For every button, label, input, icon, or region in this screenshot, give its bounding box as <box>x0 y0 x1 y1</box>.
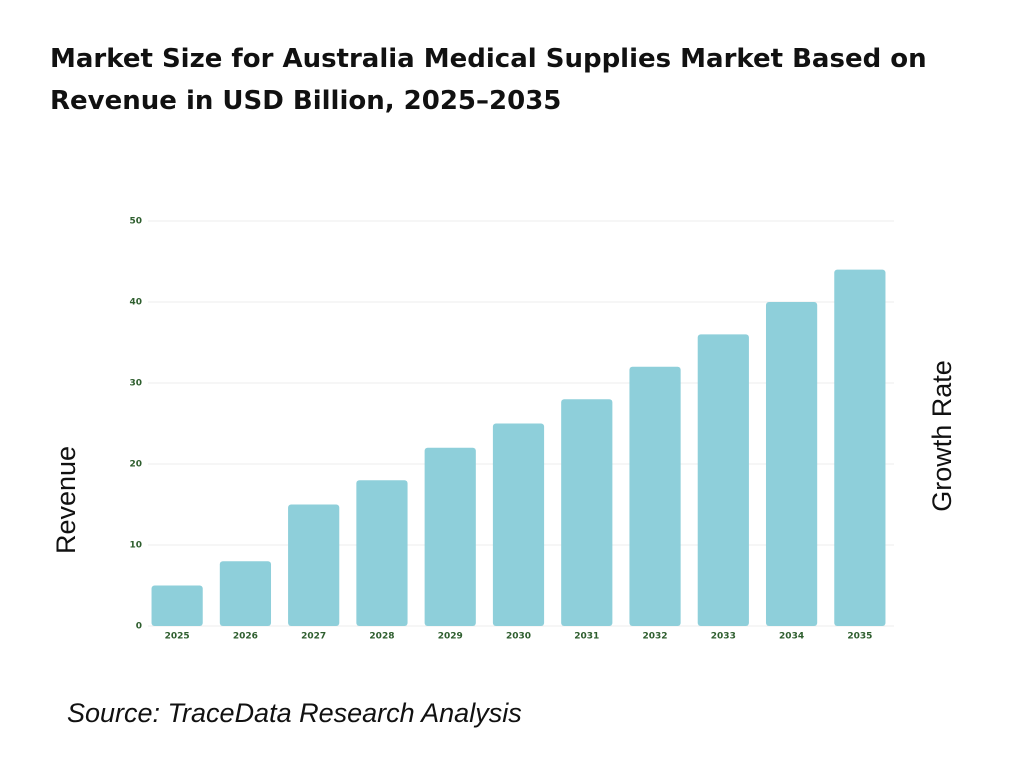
y-tick-label: 0 <box>136 622 142 632</box>
x-tick-label: 2030 <box>506 632 531 642</box>
bar <box>288 504 340 626</box>
chart-title: Market Size for Australia Medical Suppli… <box>50 44 927 116</box>
bar <box>765 302 818 626</box>
y2-axis-title: Growth Rate <box>927 360 957 512</box>
x-tick-label: 2035 <box>847 632 872 642</box>
x-tick-label: 2027 <box>301 632 326 642</box>
y-tick-label: 20 <box>129 460 142 470</box>
x-tick-label: 2034 <box>779 632 804 642</box>
x-tick-label: 2025 <box>165 632 190 642</box>
source-note: Source: TraceData Research Analysis <box>67 698 522 728</box>
bar <box>561 399 613 626</box>
y-tick-label: 50 <box>129 217 142 227</box>
x-tick-label: 2026 <box>233 632 258 642</box>
bar <box>834 269 886 626</box>
y-tick-label: 10 <box>129 541 142 551</box>
x-tick-label: 2029 <box>438 632 463 642</box>
bar <box>492 423 545 626</box>
x-tick-label: 2032 <box>643 632 668 642</box>
y-tick-label: 30 <box>129 379 142 389</box>
x-tick-label: 2031 <box>574 632 599 642</box>
x-tick-label: 2028 <box>369 632 394 642</box>
y-axis-title: Revenue <box>51 446 81 554</box>
bar <box>356 480 408 626</box>
x-tick-label: 2033 <box>711 632 736 642</box>
bar <box>629 366 681 626</box>
bar <box>151 585 203 626</box>
y-tick-label: 40 <box>129 298 142 308</box>
bar <box>697 334 749 626</box>
bar <box>219 561 272 626</box>
bar <box>424 447 476 626</box>
